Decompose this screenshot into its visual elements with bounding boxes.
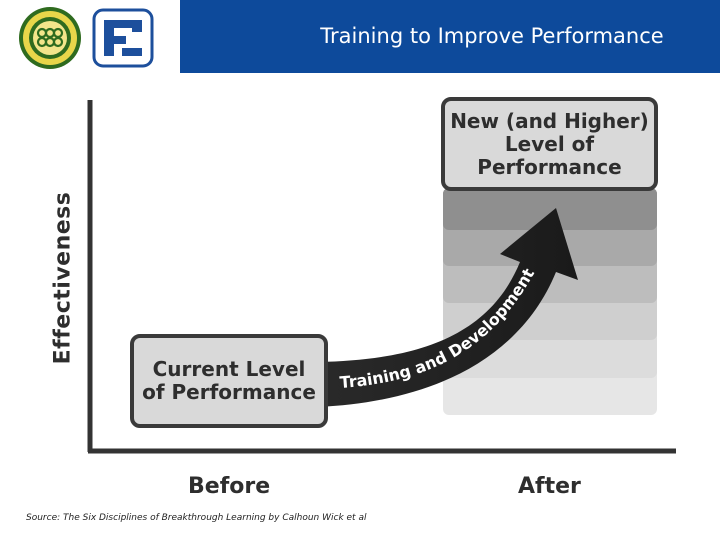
new-box-line-2: Level of [504, 131, 595, 156]
header-bar: Training to Improve Performance [0, 0, 720, 73]
source-citation: Source: The Six Disciplines of Breakthro… [26, 513, 367, 523]
y-axis-label: Effectiveness [50, 191, 76, 365]
header-band [180, 0, 720, 73]
new-box-line-1: New (and Higher) [450, 108, 649, 133]
current-box-line-1: Current Level [152, 357, 306, 381]
new-box-line-3: Performance [477, 154, 622, 179]
fz-logo-icon [92, 8, 154, 68]
page-title: Training to Improve Performance [320, 24, 664, 48]
seal-logo-icon [19, 7, 81, 69]
x-label-after: After [518, 474, 581, 499]
new-performance-box: New (and Higher) Level of Performance [441, 97, 658, 191]
x-label-before: Before [188, 474, 271, 499]
current-performance-box: Current Level of Performance [130, 334, 328, 428]
growth-arrow-icon [318, 208, 578, 407]
current-box-line-2: of Performance [142, 380, 316, 404]
